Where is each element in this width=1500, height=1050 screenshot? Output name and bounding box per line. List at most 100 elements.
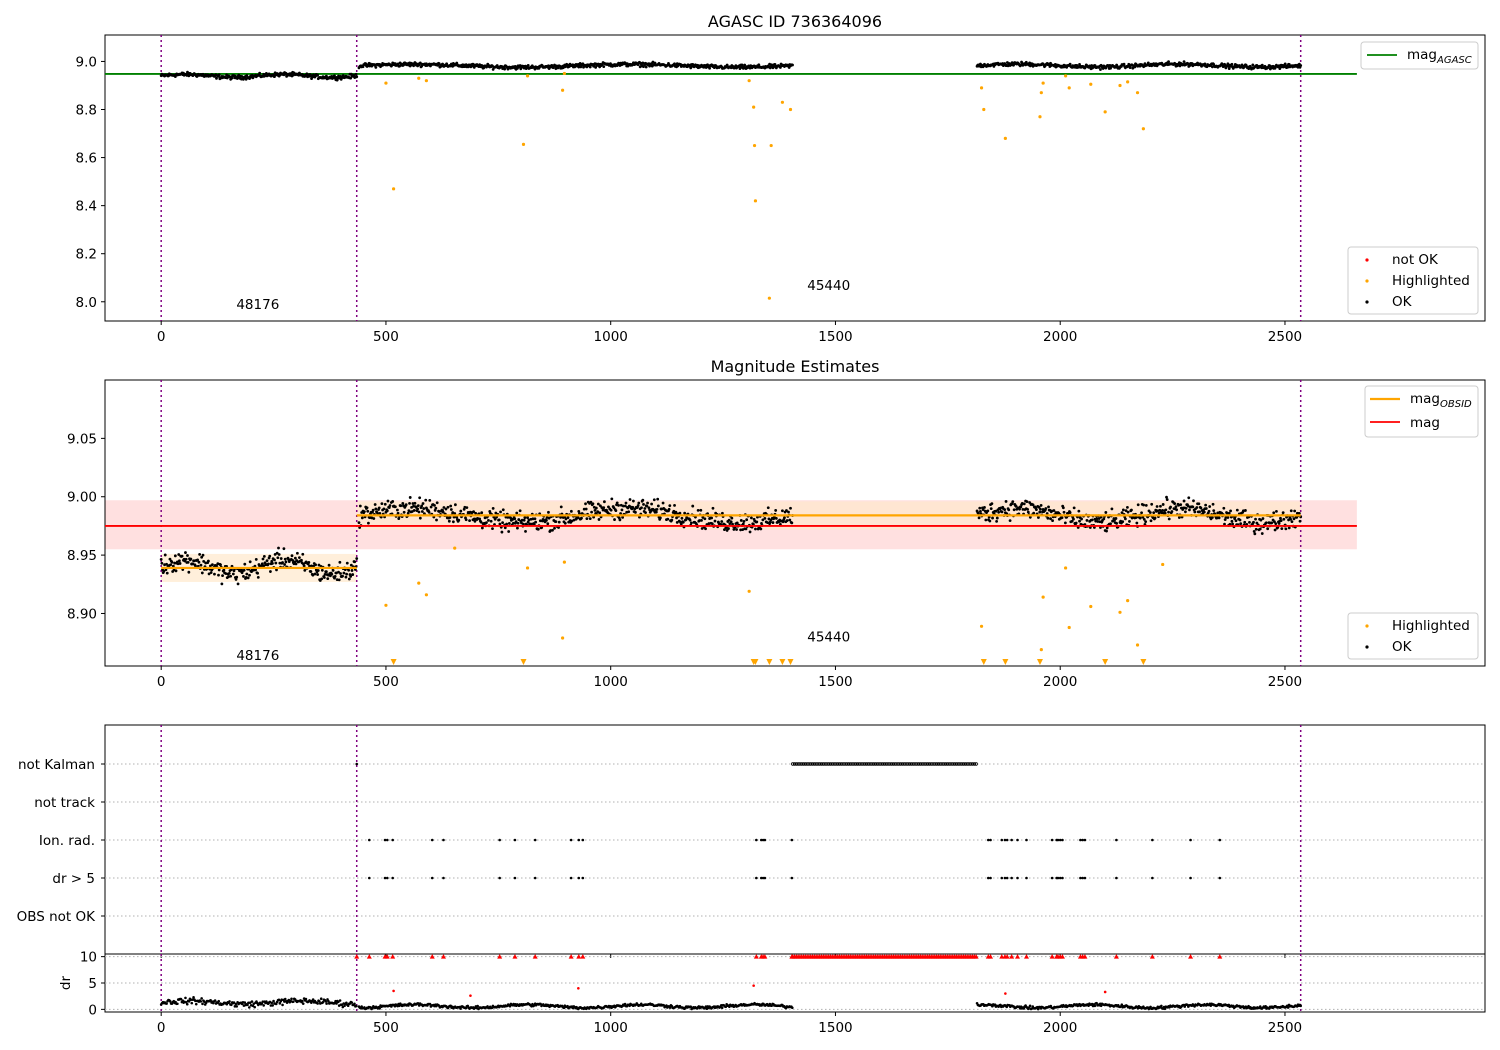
dr-point [292, 1000, 295, 1003]
legend-marker [1365, 258, 1369, 262]
legend-box [1347, 246, 1479, 315]
y-tick-label: 9.05 [67, 431, 97, 447]
ok-point [159, 557, 163, 561]
ok-point [213, 572, 216, 576]
ok-point [621, 504, 625, 508]
ok-point [1052, 509, 1056, 512]
not-kalman-point [898, 762, 903, 766]
ok-point [703, 517, 707, 521]
ok-point [487, 519, 490, 522]
ok-point [1051, 519, 1054, 523]
ion-rad-point [761, 838, 765, 842]
ok-point [274, 561, 278, 565]
obsid-label: 48176 [236, 648, 279, 664]
ok-point [658, 516, 662, 520]
ok-point [538, 519, 542, 523]
ok-point [580, 516, 583, 520]
ok-point [585, 517, 589, 521]
ok-point [377, 506, 381, 510]
not-kalman-point [902, 762, 906, 766]
ok-point [442, 506, 446, 509]
dr-point [319, 997, 323, 1001]
x-tick-label: 1000 [594, 329, 628, 345]
ok-point [498, 522, 502, 526]
dr-point [476, 1004, 479, 1008]
ok-point [435, 501, 439, 505]
not-kalman-point [850, 762, 854, 766]
highlighted-point [1141, 127, 1145, 131]
ok-point [507, 530, 511, 533]
ok-point [1031, 503, 1035, 507]
below-range-marker [766, 659, 773, 665]
dr-point [327, 999, 330, 1003]
ok-point [1217, 516, 1221, 520]
ok-point [408, 501, 411, 505]
ok-point [656, 497, 660, 501]
dr-clipped-marker [762, 954, 768, 959]
ok-point [741, 522, 745, 526]
ok-point [388, 504, 392, 507]
ok-point [184, 557, 188, 561]
dr-point [192, 996, 195, 999]
ok-point [1144, 503, 1148, 507]
ok-point [283, 563, 286, 566]
ok-point [284, 560, 288, 564]
not-kalman-point [830, 762, 835, 766]
not-kalman-point [938, 762, 942, 766]
ok-point [198, 552, 202, 556]
ok-point [1007, 508, 1011, 512]
ok-point [1049, 517, 1052, 521]
ok-point [275, 568, 278, 572]
not-kalman-point [834, 762, 838, 766]
not-kalman-point [963, 762, 968, 766]
dr-flag-point [385, 876, 389, 880]
ok-point [1128, 520, 1131, 523]
ok-point [383, 502, 387, 506]
ok-point [478, 517, 482, 521]
not-kalman-point [934, 762, 939, 766]
dr-point [217, 999, 221, 1003]
ok-point [1136, 503, 1140, 507]
ok-point [209, 571, 213, 574]
not-kalman-point [927, 762, 932, 766]
not-kalman-point [879, 762, 883, 766]
ok-point [755, 520, 759, 524]
flag-row-label: OBS not OK [17, 909, 97, 925]
dr-point [345, 1001, 348, 1005]
ok-point [1167, 60, 1170, 64]
ok-point [1014, 504, 1018, 508]
not-kalman-point [954, 762, 959, 766]
ion-rad-point [1010, 838, 1013, 842]
ion-rad-point [513, 838, 517, 842]
highlighted-point [767, 296, 771, 300]
dr-flag-point [759, 876, 763, 880]
ok-point [1152, 511, 1156, 515]
ok-point [781, 509, 784, 513]
ok-point [202, 559, 206, 563]
ok-point [491, 507, 495, 510]
ok-point [594, 506, 598, 510]
dr-flag-point [1025, 876, 1028, 880]
ok-point [730, 516, 734, 520]
ok-point [178, 562, 182, 565]
ok-point [551, 528, 554, 532]
not-kalman-point [798, 762, 802, 766]
ok-point [229, 574, 233, 578]
ok-point [300, 558, 303, 562]
ok-point [640, 506, 643, 510]
ok-point [1004, 500, 1008, 503]
ok-point [397, 517, 401, 520]
ok-point [160, 561, 164, 565]
ok-point [1150, 502, 1154, 506]
ok-point [480, 511, 484, 515]
ok-point [613, 518, 616, 521]
ok-point [273, 553, 277, 556]
dr-point [338, 999, 342, 1002]
dr-outlier-point [469, 994, 472, 997]
ok-point [1229, 509, 1232, 513]
ok-point [589, 500, 593, 504]
ion-rad-point [533, 838, 537, 842]
ok-point [1173, 502, 1177, 505]
dr-point [1028, 1004, 1032, 1008]
ok-point [619, 512, 622, 515]
